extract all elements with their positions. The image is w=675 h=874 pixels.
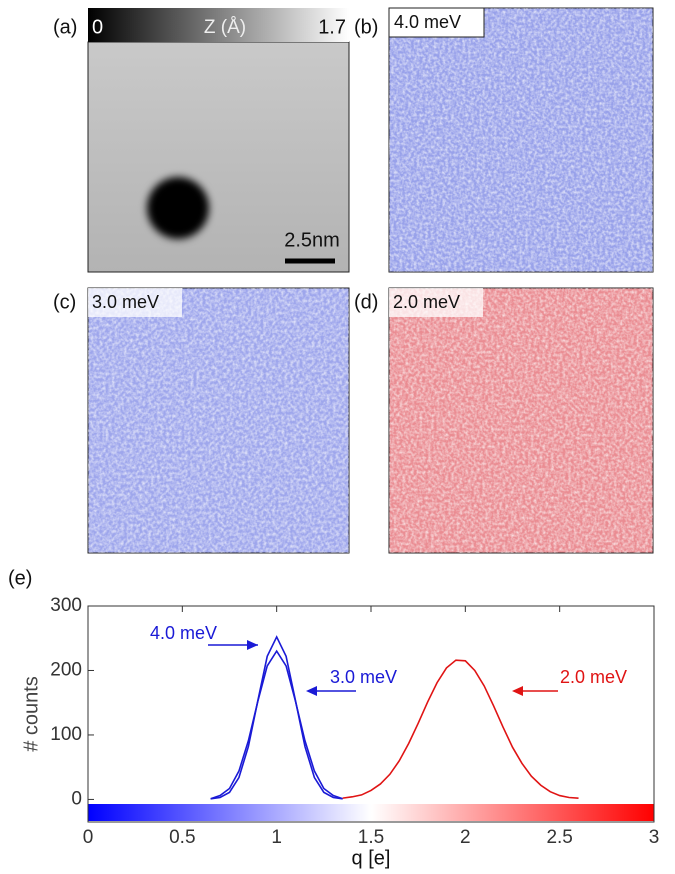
x-tick-label: 1 [271, 827, 282, 848]
x-tick-label: 1.5 [358, 827, 384, 848]
energy-label: 3.0 meV [92, 292, 159, 312]
panel-label: (d) [354, 291, 378, 313]
defect [147, 177, 209, 239]
label-box [88, 288, 182, 317]
z-colorbar [88, 8, 349, 42]
panel-label: (e) [8, 567, 32, 589]
y-tick-label: 200 [50, 659, 82, 680]
y-tick-label: 0 [71, 788, 82, 809]
scale-bar-label: 2.5nm [284, 229, 340, 251]
series-annotation: 4.0 meV [150, 623, 217, 643]
label-box [388, 7, 485, 38]
x-tick-label: 3 [649, 827, 660, 848]
topography-image [87, 41, 350, 273]
colorbar-title: Z (Å) [204, 17, 246, 38]
energy-label: 4.0 meV [394, 12, 461, 32]
x-tick-label: 0 [83, 827, 94, 848]
map-noise [88, 288, 349, 553]
arrow-head [247, 640, 258, 650]
x-tick-label: 2 [460, 827, 471, 848]
colorbar-min: 0 [92, 16, 103, 38]
x-axis-label: q [e] [352, 847, 391, 869]
series-line [342, 659, 579, 799]
panel-label: (a) [53, 16, 77, 38]
y-axis-label: # counts [20, 676, 42, 752]
series-line [210, 635, 343, 800]
map-noise [389, 288, 653, 553]
x-tick-label: 2.5 [546, 827, 572, 848]
x-tick-label: 0.5 [169, 827, 195, 848]
y-tick-label: 100 [50, 724, 82, 745]
series-line [210, 649, 343, 800]
arrow-head [512, 686, 523, 696]
panel-label: (b) [354, 16, 378, 38]
series-annotation: 2.0 meV [560, 667, 627, 687]
series-annotation: 3.0 meV [330, 667, 397, 687]
energy-label: 2.0 meV [393, 292, 460, 312]
q-colorbar [88, 804, 654, 821]
arrow-head [306, 686, 317, 696]
y-tick-label: 300 [50, 595, 82, 616]
map-noise [389, 8, 653, 272]
panel-label: (c) [53, 291, 76, 313]
colorbar-max: 1.7 [318, 16, 346, 38]
label-box [389, 288, 483, 317]
